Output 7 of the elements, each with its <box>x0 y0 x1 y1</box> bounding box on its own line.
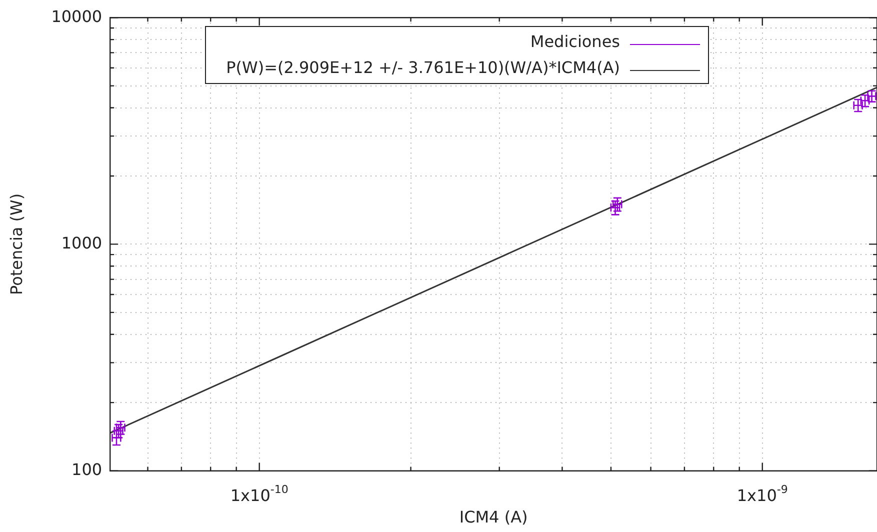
legend-label: P(W)=(2.909E+12 +/- 3.761E+10)(W/A)*ICM4(A) <box>226 58 620 78</box>
y-axis-title: Potencia (W) <box>6 193 26 295</box>
x-axis-title: ICM4 (A) <box>459 508 528 527</box>
y-tick-label: 10000 <box>51 6 102 26</box>
legend-label: Mediciones <box>530 32 620 52</box>
y-tick-label: 1000 <box>61 233 102 252</box>
y-tick-label: 100 <box>72 460 102 479</box>
